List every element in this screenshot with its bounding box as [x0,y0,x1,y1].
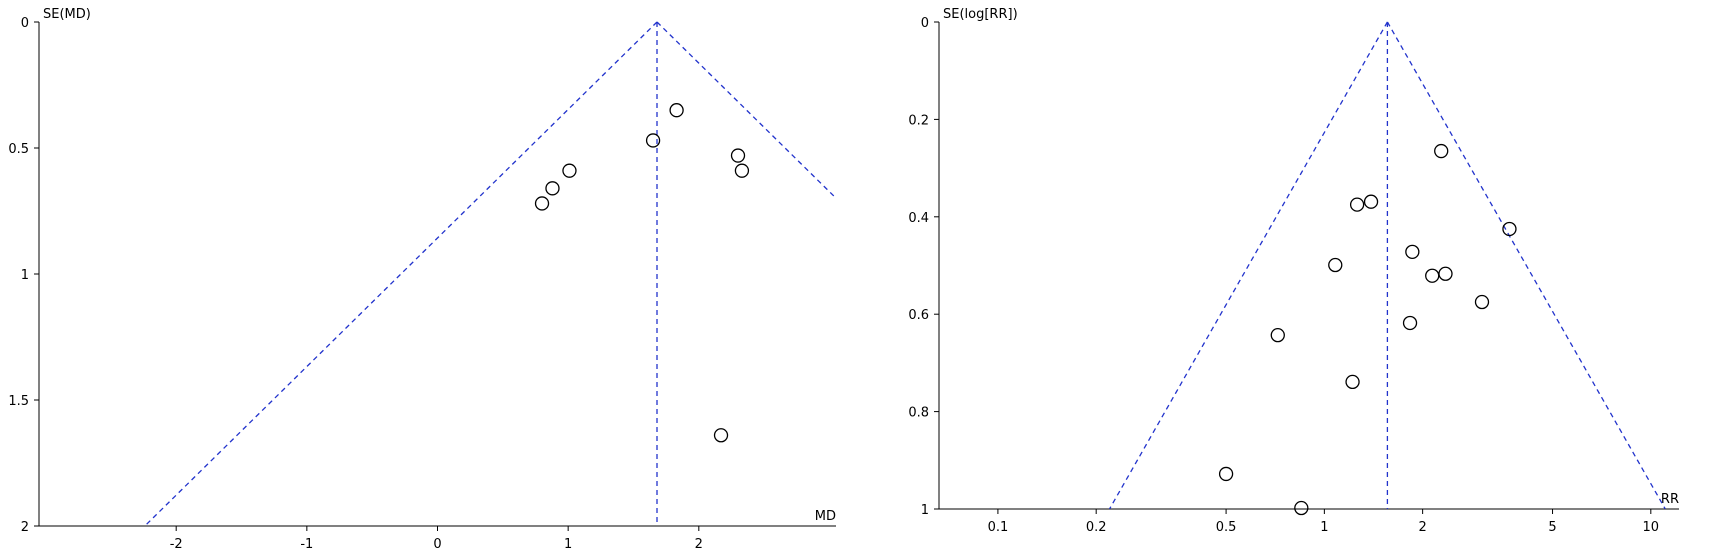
study-point [545,181,560,196]
y-tick-label: 0.5 [8,142,29,157]
study-point [713,428,729,443]
study-point [1502,221,1517,237]
funnel [1108,21,1666,509]
y-tick-label: 0.6 [908,308,929,323]
y-tick-label: 0 [21,16,29,31]
y-axis-title: SE(MD) [43,7,91,22]
funnel-limit [1386,21,1666,509]
study-point [730,148,746,163]
x-tick-label: 5 [1548,520,1556,535]
x-axis-title: RR [1661,492,1679,507]
x-tick-label: 2 [1418,520,1426,535]
y-tick-label: 0 [921,16,929,31]
study-point [534,196,550,211]
study-point [1363,194,1379,209]
study-point [669,103,684,118]
study-point [562,163,577,178]
study-point [1434,143,1449,159]
study-point [1294,500,1309,516]
study-point [645,133,661,148]
y-tick-label: 1 [921,503,929,518]
study-point [1270,327,1285,343]
y-tick-label: 0.8 [908,406,929,421]
x-tick-label: 0.1 [988,520,1009,535]
y-tick-label: 1 [21,268,29,283]
study-point [1405,244,1420,260]
x-axis-title: MD [815,509,836,524]
x-tick-label: 0.5 [1216,520,1237,535]
x-tick-label: 1 [564,537,572,552]
funnel-limit [144,21,658,526]
study-point [1438,266,1453,281]
funnel [144,21,836,526]
x-tick-label: 2 [695,537,703,552]
study-point [734,163,750,178]
study-point [1425,268,1440,283]
study-point [1218,466,1234,482]
study-point [1345,374,1360,390]
x-tick-label: -2 [170,537,183,552]
x-tick-label: 1 [1320,520,1328,535]
study-point [1328,257,1343,273]
study-point [1402,315,1418,331]
y-tick-label: 1.5 [8,394,29,409]
x-tick-label: 0.2 [1086,520,1107,535]
funnel-limit [1108,21,1388,509]
y-tick-label: 0.2 [908,113,929,128]
funnel-limit [656,21,836,200]
study-point [1349,197,1365,212]
y-axis-title: SE(log[RR]) [943,7,1018,22]
study-point [1474,294,1490,310]
x-tick-label: -1 [300,537,313,552]
x-tick-label: 0 [433,537,441,552]
y-tick-label: 0.4 [908,211,929,226]
x-tick-label: 10 [1643,520,1660,535]
y-tick-label: 2 [21,520,29,535]
